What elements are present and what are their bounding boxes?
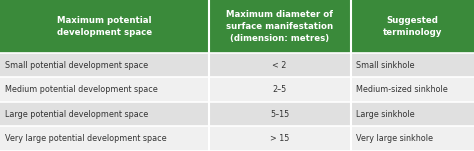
Bar: [0, 127, 209, 151]
Bar: [209, 127, 351, 151]
Text: Small sinkhole: Small sinkhole: [356, 61, 414, 70]
Text: < 2: < 2: [273, 61, 287, 70]
Text: Medium potential development space: Medium potential development space: [5, 85, 157, 94]
Text: Very large sinkhole: Very large sinkhole: [356, 134, 432, 143]
Bar: [209, 53, 351, 77]
Bar: [209, 102, 351, 127]
Bar: [209, 77, 351, 102]
Text: Medium-sized sinkhole: Medium-sized sinkhole: [356, 85, 447, 94]
Text: Large sinkhole: Large sinkhole: [356, 110, 414, 119]
Bar: [351, 53, 474, 77]
Text: Maximum potential
development space: Maximum potential development space: [57, 16, 152, 37]
Bar: [209, 0, 351, 53]
Bar: [0, 53, 209, 77]
Text: 5–15: 5–15: [270, 110, 289, 119]
Bar: [0, 77, 209, 102]
Bar: [0, 0, 209, 53]
Bar: [351, 127, 474, 151]
Bar: [351, 102, 474, 127]
Bar: [0, 102, 209, 127]
Text: Maximum diameter of
surface manifestation
(dimension: metres): Maximum diameter of surface manifestatio…: [226, 10, 333, 43]
Bar: [351, 0, 474, 53]
Text: Large potential development space: Large potential development space: [5, 110, 148, 119]
Bar: [351, 77, 474, 102]
Text: > 15: > 15: [270, 134, 289, 143]
Text: Suggested
terminology: Suggested terminology: [383, 16, 442, 37]
Text: Small potential development space: Small potential development space: [5, 61, 148, 70]
Text: Very large potential development space: Very large potential development space: [5, 134, 166, 143]
Text: 2–5: 2–5: [273, 85, 287, 94]
